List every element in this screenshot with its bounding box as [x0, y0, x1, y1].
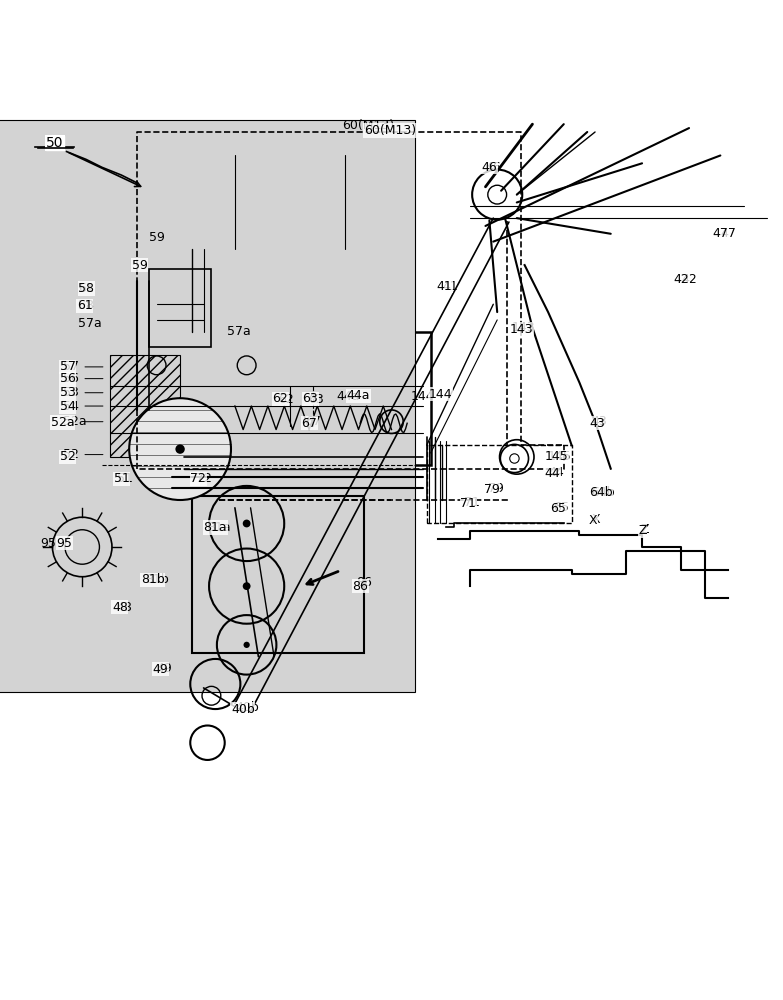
Text: 52: 52 — [63, 448, 78, 461]
Circle shape — [244, 642, 250, 648]
Text: 56: 56 — [60, 372, 75, 385]
Bar — [219, 155, 360, 249]
Bar — [149, 269, 211, 347]
Text: 86: 86 — [356, 576, 372, 589]
FancyBboxPatch shape — [0, 120, 415, 692]
Text: 81b: 81b — [141, 573, 164, 586]
Text: 65: 65 — [554, 501, 569, 514]
Text: 145: 145 — [544, 450, 568, 463]
Text: 86: 86 — [352, 580, 368, 593]
Text: 79: 79 — [484, 483, 500, 496]
Bar — [141, 155, 251, 257]
Text: 72: 72 — [196, 472, 211, 485]
Text: 53: 53 — [63, 386, 78, 399]
Text: 40b: 40b — [231, 703, 254, 716]
Text: 50: 50 — [46, 136, 63, 150]
Text: 81a: 81a — [207, 521, 231, 534]
Text: 46: 46 — [485, 161, 501, 174]
Text: 60(M13): 60(M13) — [342, 119, 394, 132]
Text: 41: 41 — [436, 280, 452, 293]
Text: 48: 48 — [116, 601, 132, 614]
Text: 47: 47 — [713, 227, 728, 240]
Text: 60(M13): 60(M13) — [364, 124, 417, 137]
Text: 81b: 81b — [145, 573, 168, 586]
Text: 71: 71 — [464, 496, 479, 509]
Text: 79: 79 — [488, 482, 503, 495]
Text: 143: 143 — [510, 323, 533, 336]
Text: 54: 54 — [60, 400, 75, 413]
Text: 44: 44 — [544, 467, 560, 480]
Text: 62: 62 — [278, 393, 294, 406]
Bar — [192, 496, 364, 653]
Text: 144: 144 — [429, 388, 453, 401]
Text: 58: 58 — [78, 282, 94, 295]
Text: 65: 65 — [550, 502, 566, 515]
Bar — [102, 332, 431, 465]
Text: 44a: 44a — [337, 390, 360, 403]
Text: 43: 43 — [591, 415, 607, 428]
Text: 49: 49 — [153, 663, 168, 676]
Text: 71: 71 — [460, 497, 476, 510]
Text: 44a: 44a — [347, 389, 370, 402]
Text: 52: 52 — [60, 450, 75, 463]
Text: 59: 59 — [132, 259, 147, 272]
Text: 95: 95 — [56, 537, 72, 550]
Text: 81a: 81a — [204, 521, 227, 534]
Text: 40b: 40b — [235, 701, 258, 714]
Text: 57a: 57a — [227, 325, 251, 338]
Text: 144: 144 — [411, 390, 435, 403]
Text: 53: 53 — [60, 386, 75, 399]
Text: 57a: 57a — [78, 317, 102, 330]
Text: 51: 51 — [114, 472, 129, 485]
Text: 145: 145 — [548, 450, 572, 463]
Text: 95: 95 — [41, 537, 56, 550]
Bar — [110, 355, 180, 457]
Text: 46: 46 — [482, 161, 497, 174]
Text: 62: 62 — [272, 392, 288, 405]
Text: 44: 44 — [548, 466, 564, 479]
Text: 42: 42 — [673, 273, 689, 286]
Text: 143: 143 — [511, 321, 535, 334]
Text: 54: 54 — [63, 400, 78, 413]
Text: 47: 47 — [720, 227, 736, 240]
Text: 41: 41 — [442, 280, 458, 293]
Text: X: X — [591, 513, 600, 526]
Text: 52a: 52a — [51, 416, 74, 429]
Text: 49: 49 — [157, 662, 172, 675]
Text: 59: 59 — [149, 231, 164, 244]
Text: 51: 51 — [117, 472, 133, 485]
Text: Z: Z — [638, 524, 647, 537]
Circle shape — [129, 398, 231, 500]
Text: 61: 61 — [78, 282, 94, 295]
Text: 48: 48 — [112, 601, 128, 614]
Text: 63: 63 — [302, 392, 318, 405]
Circle shape — [243, 582, 251, 590]
Text: 52a: 52a — [63, 415, 86, 428]
Text: 63: 63 — [308, 393, 323, 406]
Text: 64b: 64b — [589, 486, 612, 499]
Text: 72: 72 — [190, 472, 206, 485]
Text: X: X — [589, 514, 597, 527]
Circle shape — [243, 520, 251, 527]
Circle shape — [175, 444, 185, 454]
Text: 43: 43 — [590, 417, 605, 430]
Text: 67: 67 — [305, 415, 321, 428]
Text: 42: 42 — [681, 273, 697, 286]
Text: 61: 61 — [77, 299, 92, 312]
Text: 57: 57 — [60, 360, 75, 373]
Text: 57: 57 — [63, 360, 78, 373]
Text: 67: 67 — [301, 417, 317, 430]
Text: 64b: 64b — [591, 486, 615, 499]
Text: Z: Z — [640, 523, 649, 536]
Text: 56: 56 — [63, 372, 78, 385]
Text: 58: 58 — [78, 299, 94, 312]
Text: 50: 50 — [46, 136, 63, 150]
